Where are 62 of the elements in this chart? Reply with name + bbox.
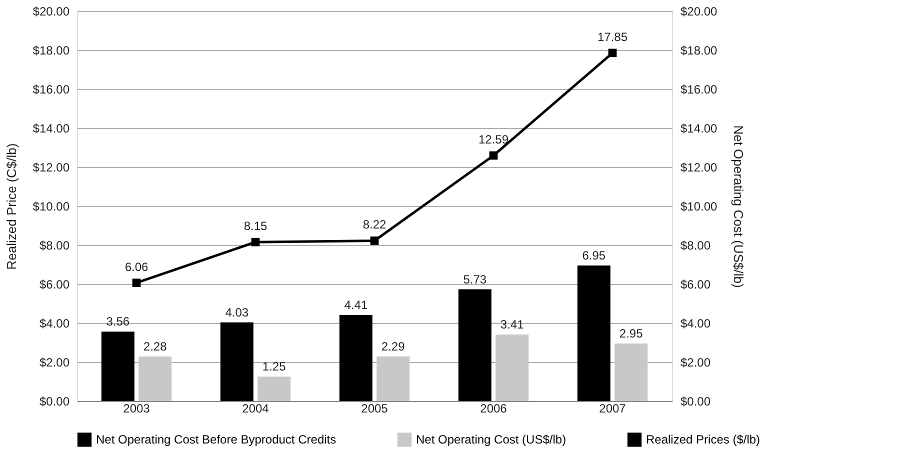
bar xyxy=(614,343,648,401)
x-tick-label: 2005 xyxy=(361,402,388,416)
y2-tick-label: $4.00 xyxy=(680,316,711,330)
y2-axis-title: Net Operating Cost (US$/lb) xyxy=(731,125,746,288)
y-tick-label: $8.00 xyxy=(39,238,70,252)
data-label: 12.59 xyxy=(478,132,509,146)
point xyxy=(132,278,141,288)
y-tick-label: $10.00 xyxy=(32,200,70,214)
y2-tick-label: $20.00 xyxy=(680,4,718,18)
data-label: 3.56 xyxy=(106,314,130,329)
y2-tick-label: $18.00 xyxy=(680,44,718,58)
y-tick-label: $18.00 xyxy=(32,44,70,58)
y-tick-label: $20.00 xyxy=(32,4,70,18)
y2-tick-label: $2.00 xyxy=(680,356,711,370)
data-label: 17.85 xyxy=(597,30,628,44)
y-tick-label: $2.00 xyxy=(39,356,70,370)
bar xyxy=(496,334,529,401)
point xyxy=(489,151,498,160)
x-tick-label: 2004 xyxy=(242,402,270,416)
point xyxy=(370,236,379,245)
y-tick-label: $16.00 xyxy=(32,82,70,96)
data-label: 5.73 xyxy=(463,272,487,286)
y-tick-label: $6.00 xyxy=(39,278,70,292)
data-label: 8.22 xyxy=(362,218,386,232)
y2-tick-label: $10.00 xyxy=(680,200,718,214)
bar xyxy=(339,315,372,401)
y2-tick-label: $12.00 xyxy=(680,160,718,174)
y-axis-title: Realized Price (C$/lb) xyxy=(4,143,19,270)
data-label: 6.95 xyxy=(582,248,606,262)
point xyxy=(608,48,617,58)
legend-label: Net Operating Cost Before Byproduct Credits xyxy=(96,432,336,447)
y-tick-label: $0.00 xyxy=(39,394,70,408)
legend-label: Net Operating Cost (US$/lb) xyxy=(416,432,566,447)
point xyxy=(251,238,260,246)
bar xyxy=(458,289,492,401)
y2-tick-label: $14.00 xyxy=(680,122,718,136)
bar xyxy=(376,356,410,401)
data-label: 8.15 xyxy=(244,219,268,234)
data-label: 3.41 xyxy=(500,318,524,332)
data-label: 4.03 xyxy=(225,305,249,320)
data-label: 1.25 xyxy=(262,360,286,374)
x-tick-label: 2006 xyxy=(480,402,508,416)
y2-tick-label: $16.00 xyxy=(680,82,718,96)
bar xyxy=(138,356,172,401)
y2-tick-label: $6.00 xyxy=(680,278,711,292)
bar xyxy=(577,265,610,401)
data-label: 2.29 xyxy=(381,339,406,354)
bar xyxy=(220,322,254,401)
data-label: 6.06 xyxy=(124,260,148,274)
data-label: 2.28 xyxy=(143,340,168,354)
y-tick-label: $4.00 xyxy=(39,316,70,330)
data-label: 2.95 xyxy=(619,326,644,340)
legend-label: Realized Prices ($/lb) xyxy=(646,432,760,447)
bar xyxy=(101,332,134,401)
x-tick-label: 2003 xyxy=(123,402,150,416)
data-label: 4.41 xyxy=(344,298,368,312)
y2-tick-label: $8.00 xyxy=(680,238,711,252)
y-tick-label: $12.00 xyxy=(32,160,70,174)
y2-tick-label: $0.00 xyxy=(680,394,711,408)
bar xyxy=(258,376,291,401)
x-tick-label: 2007 xyxy=(599,402,626,416)
y-tick-label: $14.00 xyxy=(32,122,70,136)
